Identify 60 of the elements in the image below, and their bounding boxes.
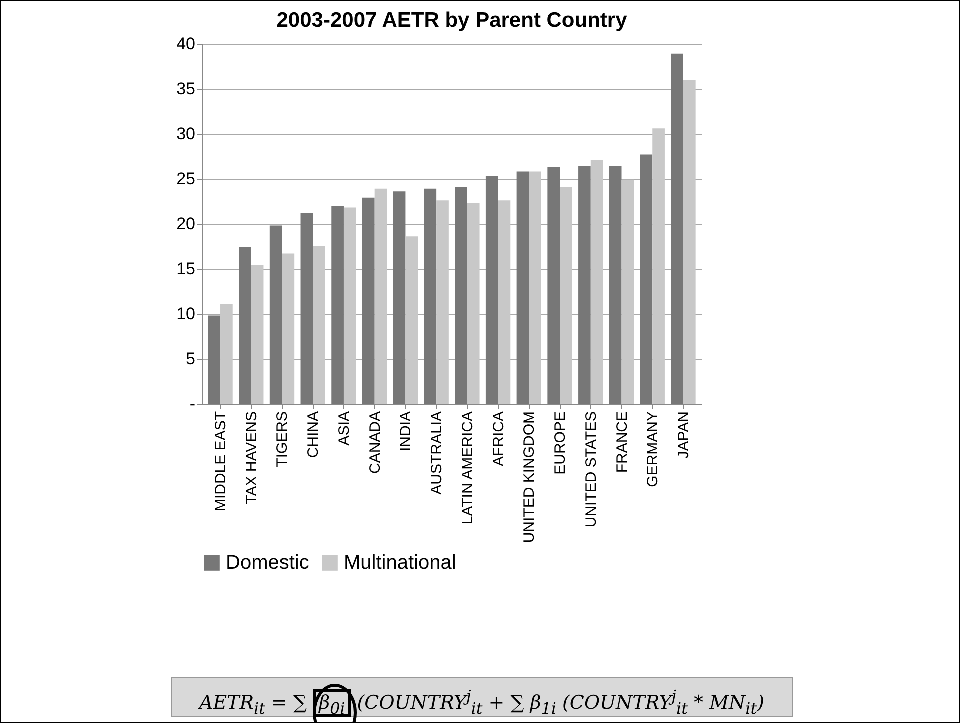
x-tick-label: INDIA: [398, 412, 415, 452]
bar: [282, 254, 295, 404]
bar: [578, 166, 591, 404]
chart-title: 2003-2007 AETR by Parent Country: [276, 9, 628, 32]
bar: [251, 265, 264, 404]
bar: [529, 172, 542, 404]
bar: [622, 180, 634, 404]
x-tick-label: MIDDLE EAST: [212, 412, 230, 512]
x-tick-label: AUSTRALIA: [428, 412, 446, 495]
bar: [609, 166, 622, 404]
bar: [239, 247, 252, 404]
x-tick-label: JAPAN: [675, 412, 692, 459]
y-tick-label: 35: [176, 80, 196, 98]
bar: [332, 206, 344, 404]
x-tick-label: TIGERS: [274, 412, 292, 468]
bar: [436, 200, 449, 404]
y-tick-label: 20: [176, 214, 196, 234]
x-tick-label: CHINA: [305, 412, 322, 458]
bar: [208, 316, 221, 404]
x-tick-label: AFRICA: [490, 412, 508, 467]
bar: [683, 80, 696, 404]
bar: [640, 154, 653, 404]
x-tick-label: FRANCE: [614, 412, 631, 474]
bar: [467, 203, 480, 404]
bar: [424, 188, 437, 404]
x-tick-label: UNITED KINGDOM: [521, 412, 538, 544]
bar: [393, 192, 406, 404]
bar: [671, 54, 684, 404]
bar: [498, 200, 511, 404]
x-tick-label: ASIA: [336, 412, 353, 446]
bar: [486, 176, 498, 404]
bar: [344, 208, 356, 404]
bar: [300, 213, 314, 404]
bar: [270, 226, 282, 404]
y-tick-label: 10: [176, 304, 196, 324]
y-tick-label: 15: [176, 260, 196, 278]
x-tick-label: TAX HAVENS: [243, 412, 260, 504]
bar: [374, 188, 388, 404]
y-tick-label: -: [190, 394, 196, 414]
legend-label: Multinational: [344, 552, 456, 574]
bar: [455, 187, 468, 404]
bar: [406, 236, 418, 404]
x-tick-label: CANADA: [366, 412, 384, 474]
x-tick-label: UNITED STATES: [582, 412, 600, 528]
x-tick-label: GERMANY: [644, 412, 662, 488]
y-tick-label: 30: [176, 124, 196, 144]
bar: [313, 246, 326, 404]
x-tick-label: LATIN AMERICA: [459, 412, 476, 525]
x-tick-label: EUROPE: [552, 412, 570, 475]
y-tick-label: 40: [176, 34, 196, 54]
y-tick-label: 5: [186, 350, 196, 368]
bar: [548, 167, 560, 404]
bar: [516, 172, 530, 404]
y-tick-label: 25: [176, 170, 196, 188]
bar: [362, 198, 375, 404]
bar: [590, 160, 604, 404]
bar: [560, 187, 572, 404]
bar: [220, 304, 233, 404]
legend-label: Domestic: [226, 552, 310, 574]
bar: [652, 128, 665, 404]
